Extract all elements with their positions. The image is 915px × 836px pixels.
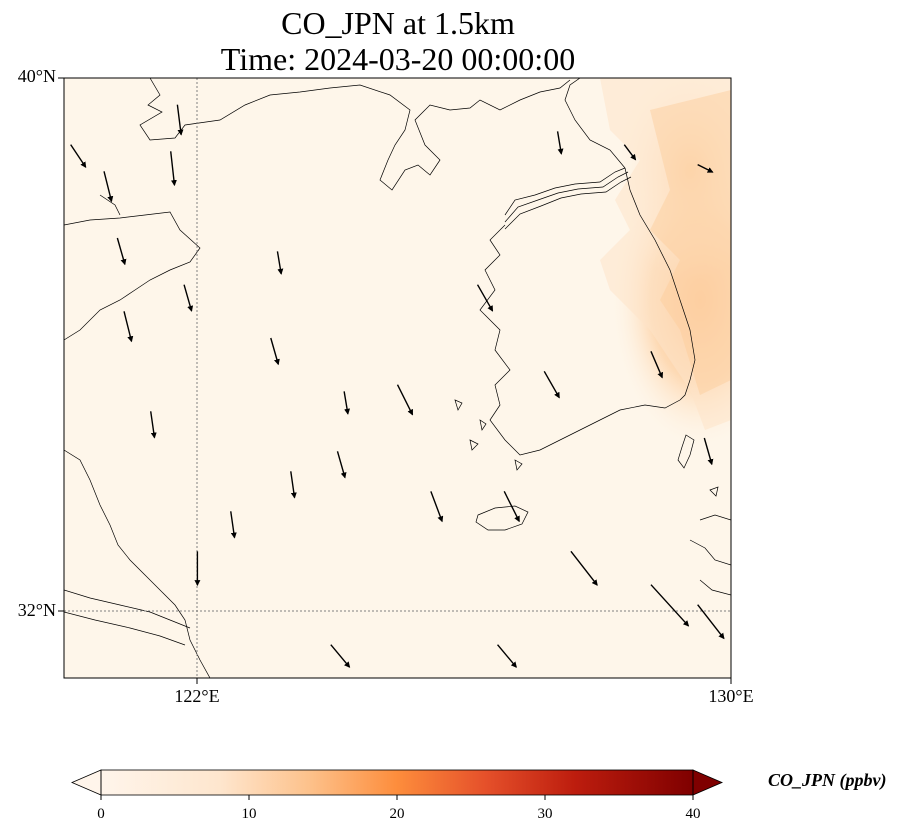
wind-vector-7	[276, 251, 284, 275]
wind-vector-24	[556, 131, 564, 155]
wind-vectors	[70, 104, 725, 668]
map-plot	[58, 77, 732, 684]
wind-vector-10	[290, 471, 297, 499]
colorbar-tick-30: 30	[537, 806, 553, 822]
colorbar	[70, 769, 724, 800]
lat-label-40: 40°N	[17, 66, 56, 86]
wind-vector-11	[150, 411, 157, 439]
lat-label-32: 32°N	[17, 600, 56, 620]
wind-vector-15	[396, 384, 414, 416]
wind-vector-23	[703, 437, 714, 466]
axis-ticks	[58, 77, 732, 684]
chart-subtitle: Time: 2024-03-20 00:00:00	[220, 41, 576, 77]
wind-vector-20	[697, 604, 725, 640]
wind-vector-17	[503, 491, 520, 523]
wind-vector-16	[430, 491, 444, 523]
co-concentration-field	[600, 78, 731, 450]
wind-vector-0	[70, 144, 87, 168]
wind-vector-29	[497, 644, 517, 668]
chart-title: CO_JPN at 1.5km	[281, 5, 515, 41]
wind-vector-12	[230, 511, 237, 539]
wind-vector-28	[330, 644, 351, 668]
colorbar-tick-10: 10	[241, 806, 257, 822]
wind-vector-22	[650, 351, 663, 379]
wind-vector-18	[570, 550, 598, 586]
lon-label-130: 130°E	[708, 686, 754, 706]
wind-vector-26	[697, 164, 714, 173]
wind-vector-8	[270, 337, 280, 366]
wind-vector-2	[176, 104, 184, 136]
colorbar-tick-0: 0	[97, 806, 105, 822]
wind-vector-9	[343, 391, 351, 415]
wind-vector-3	[170, 151, 177, 187]
wind-vector-19	[650, 584, 690, 627]
wind-vector-5	[123, 311, 134, 343]
wind-vector-27	[476, 284, 494, 312]
wind-vector-21	[543, 370, 560, 399]
colorbar-tick-40: 40	[685, 806, 701, 822]
map-area	[64, 78, 731, 678]
coastlines	[64, 78, 731, 678]
wind-vector-6	[183, 284, 194, 312]
colorbar-label: CO_JPN (ppbv)	[768, 770, 887, 790]
wind-vector-4	[116, 237, 127, 266]
wind-vector-25	[623, 144, 637, 161]
wind-vector-1	[103, 171, 114, 203]
wind-vector-14	[336, 451, 347, 479]
lon-label-122: 122°E	[174, 686, 220, 706]
colorbar-tick-20: 20	[389, 806, 405, 822]
map-frame	[63, 77, 732, 679]
